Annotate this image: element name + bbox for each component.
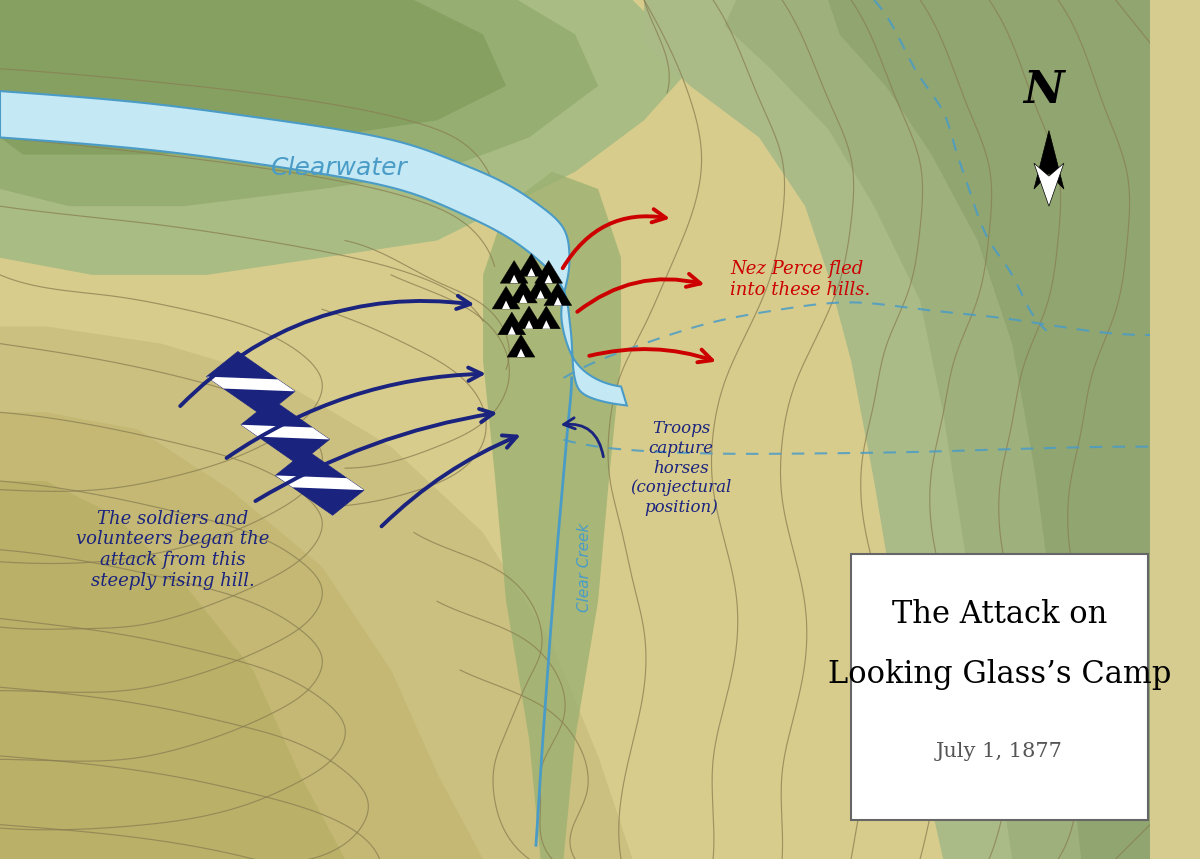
Polygon shape: [276, 450, 364, 515]
Polygon shape: [536, 290, 545, 299]
Polygon shape: [515, 306, 542, 329]
Text: Troops
capture
horses
(conjectural
position): Troops capture horses (conjectural posit…: [630, 420, 732, 516]
Polygon shape: [500, 260, 528, 283]
Polygon shape: [508, 326, 516, 335]
Polygon shape: [1034, 163, 1064, 206]
Polygon shape: [1034, 131, 1064, 189]
Polygon shape: [0, 0, 598, 206]
Polygon shape: [725, 0, 1150, 859]
Polygon shape: [0, 91, 626, 405]
Polygon shape: [276, 475, 364, 490]
Polygon shape: [526, 320, 533, 329]
Polygon shape: [527, 268, 535, 277]
Polygon shape: [0, 412, 484, 859]
Text: July 1, 1877: July 1, 1877: [936, 742, 1063, 761]
Polygon shape: [0, 0, 506, 155]
Polygon shape: [545, 275, 553, 283]
Polygon shape: [0, 0, 1150, 859]
Polygon shape: [517, 253, 545, 277]
Polygon shape: [520, 295, 527, 303]
Polygon shape: [241, 399, 330, 465]
Polygon shape: [206, 376, 295, 392]
Polygon shape: [0, 326, 632, 859]
Polygon shape: [510, 275, 518, 283]
Text: N: N: [1022, 69, 1063, 112]
Polygon shape: [206, 351, 295, 417]
Polygon shape: [533, 306, 560, 329]
Text: Clear Creek: Clear Creek: [577, 522, 592, 612]
Polygon shape: [644, 0, 1150, 859]
Polygon shape: [828, 0, 1150, 859]
Text: Clearwater: Clearwater: [271, 155, 408, 180]
Polygon shape: [0, 481, 346, 859]
Polygon shape: [527, 276, 554, 299]
Text: Nez Perce fled
into these hills.: Nez Perce fled into these hills.: [731, 259, 870, 299]
Polygon shape: [542, 320, 551, 329]
Text: Looking Glass’s Camp: Looking Glass’s Camp: [828, 659, 1171, 690]
Polygon shape: [535, 260, 563, 283]
FancyBboxPatch shape: [851, 554, 1148, 820]
Polygon shape: [508, 334, 535, 357]
Polygon shape: [509, 280, 538, 303]
Polygon shape: [492, 286, 520, 309]
Polygon shape: [502, 301, 510, 309]
Polygon shape: [517, 349, 526, 357]
Text: The Attack on: The Attack on: [892, 599, 1108, 630]
Polygon shape: [553, 297, 562, 306]
Polygon shape: [241, 424, 330, 440]
Polygon shape: [498, 312, 526, 335]
Text: The soldiers and
volunteers began the
attack from this
steeply rising hill.: The soldiers and volunteers began the at…: [76, 509, 269, 590]
Polygon shape: [0, 0, 690, 275]
Polygon shape: [544, 283, 571, 306]
Polygon shape: [484, 172, 622, 859]
